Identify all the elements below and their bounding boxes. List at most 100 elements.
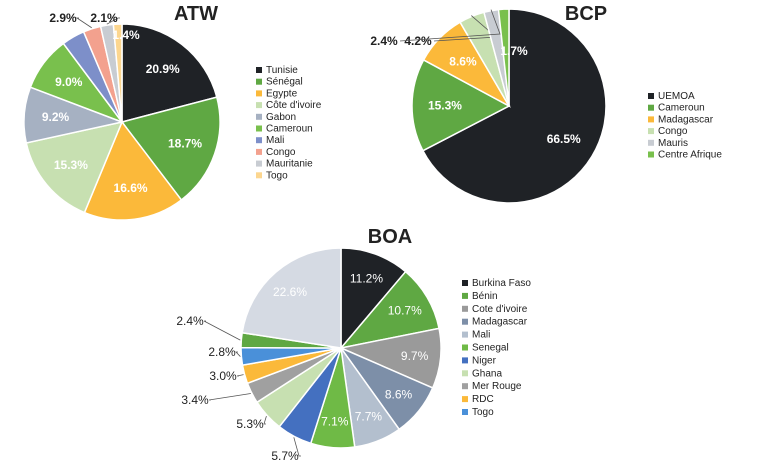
- atw-value-label: 2.1%: [90, 11, 118, 25]
- boa-pie: BOA 11.2% 10.7% 9.7% 8.6%7.7% 7.1% 5.7% 5.3% 3.4…: [176, 226, 531, 463]
- atw-slice-cote-d-ivoire: [25, 120, 124, 214]
- boa-value-label: 2.4%: [176, 314, 204, 328]
- legend-label: Madagascar: [472, 317, 528, 328]
- atw-value-label: 2.9%: [49, 11, 77, 25]
- legend-swatch: [256, 148, 262, 155]
- legend-swatch: [462, 318, 468, 325]
- legend-label: Bénin: [472, 291, 498, 302]
- legend-label: Mali: [472, 330, 490, 341]
- legend-swatch: [256, 125, 262, 132]
- legend-label: Togo: [266, 170, 288, 181]
- boa-value-label: 11.2%: [350, 272, 383, 286]
- legend-label: Togo: [472, 407, 494, 418]
- bcp-slice-centre-afrique: [497, 8, 510, 107]
- legend-swatch: [256, 137, 262, 144]
- legend-swatch: [462, 396, 468, 403]
- boa-leader-line: [236, 374, 244, 377]
- legend-swatch: [648, 116, 654, 123]
- legend-label: Cameroun: [266, 124, 313, 135]
- legend-swatch: [256, 113, 262, 120]
- boa-value-label: 7.1%: [321, 415, 349, 429]
- boa-leader-line: [293, 437, 301, 457]
- legend-swatch: [462, 331, 468, 338]
- atw-slice-togo: [112, 23, 123, 123]
- boa-slice-burkina-faso: [340, 247, 407, 351]
- legend-label: Mauris: [658, 138, 688, 149]
- boa-leader-line: [263, 415, 267, 425]
- boa-leader-line: [208, 393, 251, 401]
- legend-swatch: [648, 104, 654, 111]
- boa-value-label: 22.6%: [273, 285, 307, 299]
- legend-label: Burkina Faso: [472, 278, 531, 289]
- boa-value-label: 10.7%: [388, 303, 422, 317]
- legend-swatch: [256, 160, 262, 167]
- bcp-value-label: 2.4%: [370, 34, 398, 48]
- legend-swatch: [648, 93, 654, 99]
- legend-label: Mali: [266, 135, 284, 146]
- legend-label: Côte d'ivoire: [266, 100, 322, 111]
- legend-label: Sénégal: [266, 77, 303, 88]
- legend-swatch: [256, 90, 262, 97]
- atw-value-label: 9.0%: [55, 75, 83, 89]
- boa-value-label: 9.7%: [401, 349, 429, 363]
- legend-label: RDC: [472, 394, 494, 405]
- bcp-title: BCP: [565, 3, 607, 25]
- bcp-value-label: 8.6%: [449, 54, 477, 68]
- boa-leader-line: [235, 351, 241, 357]
- boa-slice-benin: [339, 270, 440, 350]
- legend-swatch: [462, 409, 468, 415]
- legend-swatch: [256, 172, 262, 179]
- legend-swatch: [648, 151, 654, 158]
- legend-swatch: [256, 78, 262, 85]
- atw-value-label: 16.6%: [114, 181, 148, 195]
- legend-swatch: [462, 370, 468, 377]
- atw-slice-senegal: [120, 96, 221, 202]
- legend-swatch: [648, 128, 654, 135]
- legend-label: Mer Rouge: [472, 381, 522, 392]
- boa-value-label: 3.4%: [181, 393, 209, 407]
- atw-leader-line: [106, 17, 120, 25]
- legend-label: Tunisie: [266, 65, 298, 76]
- legend-swatch: [648, 139, 654, 146]
- bcp-value-label: 1.7%: [500, 44, 528, 58]
- legend-swatch: [462, 305, 468, 312]
- legend-label: Ghana: [472, 368, 502, 379]
- bcp-value-label: 15.3%: [428, 98, 462, 112]
- legend-swatch: [256, 102, 262, 109]
- boa-leader-line: [203, 320, 241, 341]
- boa-legend: Burkina Faso Bénin Cote d'ivoire Madagascar…: [462, 278, 531, 418]
- legend-swatch: [462, 344, 468, 351]
- bcp-legend: UEMOACamerounMadagascarCongoMaurisCentre…: [648, 91, 722, 161]
- atw-leader-line: [75, 17, 92, 29]
- atw-title: ATW: [174, 3, 218, 25]
- legend-label: UEMOA: [658, 91, 695, 102]
- atw-value-label: 15.3%: [54, 158, 88, 172]
- boa-value-label: 3.0%: [209, 369, 237, 383]
- boa-value-label: 5.3%: [236, 417, 264, 431]
- atw-pie: ATW 20.9% 18.7% 16.6% 15.3% 9.2% 9.0% 2.9% 2.1% 1…: [23, 3, 322, 221]
- legend-swatch: [462, 383, 468, 390]
- boa-value-label: 5.7%: [271, 449, 299, 463]
- legend-swatch: [462, 292, 468, 299]
- boa-title: BOA: [368, 226, 412, 248]
- legend-label: Cote d'ivoire: [472, 304, 528, 315]
- boa-value-label: 8.6%: [385, 388, 413, 402]
- legend-label: Gabon: [266, 112, 296, 123]
- atw-value-label: 1.4%: [112, 28, 140, 42]
- atw-value-label: 20.9%: [146, 62, 180, 76]
- legend-swatch: [256, 67, 262, 73]
- atw-value-label: 18.7%: [168, 137, 202, 151]
- legend-label: Congo: [658, 126, 688, 137]
- boa-value-label: 7.7%: [355, 410, 383, 424]
- legend-label: Niger: [472, 355, 497, 366]
- bcp-slice-cameroun: [411, 58, 511, 152]
- bcp-value-label: 4.2%: [404, 34, 432, 48]
- atw-value-label: 9.2%: [42, 110, 70, 124]
- legend-label: Senegal: [472, 343, 509, 354]
- boa-value-label: 2.8%: [208, 345, 236, 359]
- bcp-leader-line: [399, 9, 501, 42]
- bcp-value-label: 66.5%: [547, 132, 581, 146]
